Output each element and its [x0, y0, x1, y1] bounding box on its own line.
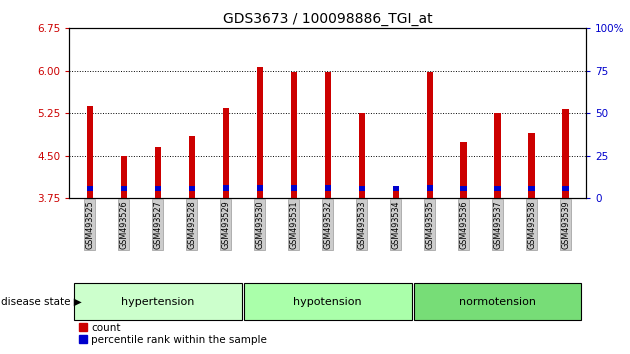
- Title: GDS3673 / 100098886_TGI_at: GDS3673 / 100098886_TGI_at: [223, 12, 432, 26]
- Text: GSM493527: GSM493527: [153, 200, 162, 249]
- Bar: [358, 186, 365, 192]
- Text: GSM493538: GSM493538: [527, 200, 536, 249]
- Bar: [188, 186, 195, 192]
- Text: GSM493535: GSM493535: [425, 200, 434, 249]
- Bar: [120, 156, 127, 198]
- Text: GSM493536: GSM493536: [459, 200, 468, 249]
- Text: GSM493532: GSM493532: [323, 200, 332, 249]
- Bar: [392, 190, 399, 198]
- Bar: [256, 67, 263, 198]
- Bar: [427, 185, 433, 191]
- Bar: [222, 185, 229, 191]
- Bar: [87, 186, 93, 192]
- Bar: [256, 185, 263, 191]
- Text: GSM493525: GSM493525: [85, 200, 94, 249]
- Bar: [461, 142, 467, 198]
- Bar: [290, 185, 297, 191]
- Text: disease state ▶: disease state ▶: [1, 297, 82, 307]
- Bar: [324, 72, 331, 198]
- Text: GSM493539: GSM493539: [561, 200, 570, 249]
- Text: GSM493529: GSM493529: [221, 200, 230, 249]
- Text: GSM493530: GSM493530: [255, 200, 264, 249]
- Legend: count, percentile rank within the sample: count, percentile rank within the sample: [74, 318, 272, 349]
- Bar: [358, 113, 365, 198]
- Text: GSM493528: GSM493528: [187, 200, 196, 249]
- Bar: [154, 186, 161, 192]
- Bar: [563, 109, 568, 198]
- Bar: [427, 72, 433, 198]
- Bar: [563, 186, 568, 192]
- Bar: [461, 186, 467, 192]
- Text: GSM493531: GSM493531: [289, 200, 298, 249]
- Text: GSM493533: GSM493533: [357, 200, 366, 249]
- Bar: [222, 108, 229, 198]
- Bar: [188, 136, 195, 198]
- Bar: [290, 73, 297, 198]
- Bar: [529, 133, 535, 198]
- FancyBboxPatch shape: [74, 284, 242, 320]
- Bar: [495, 113, 501, 198]
- Bar: [392, 186, 399, 192]
- Text: GSM493537: GSM493537: [493, 200, 502, 249]
- Text: GSM493534: GSM493534: [391, 200, 400, 249]
- Bar: [154, 147, 161, 198]
- Bar: [529, 186, 535, 192]
- Text: hypertension: hypertension: [121, 297, 194, 307]
- Bar: [324, 185, 331, 191]
- FancyBboxPatch shape: [244, 284, 411, 320]
- Text: GSM493526: GSM493526: [119, 200, 128, 249]
- FancyBboxPatch shape: [413, 284, 581, 320]
- Bar: [120, 186, 127, 192]
- Bar: [87, 106, 93, 198]
- Text: hypotension: hypotension: [294, 297, 362, 307]
- Text: normotension: normotension: [459, 297, 536, 307]
- Bar: [495, 186, 501, 192]
